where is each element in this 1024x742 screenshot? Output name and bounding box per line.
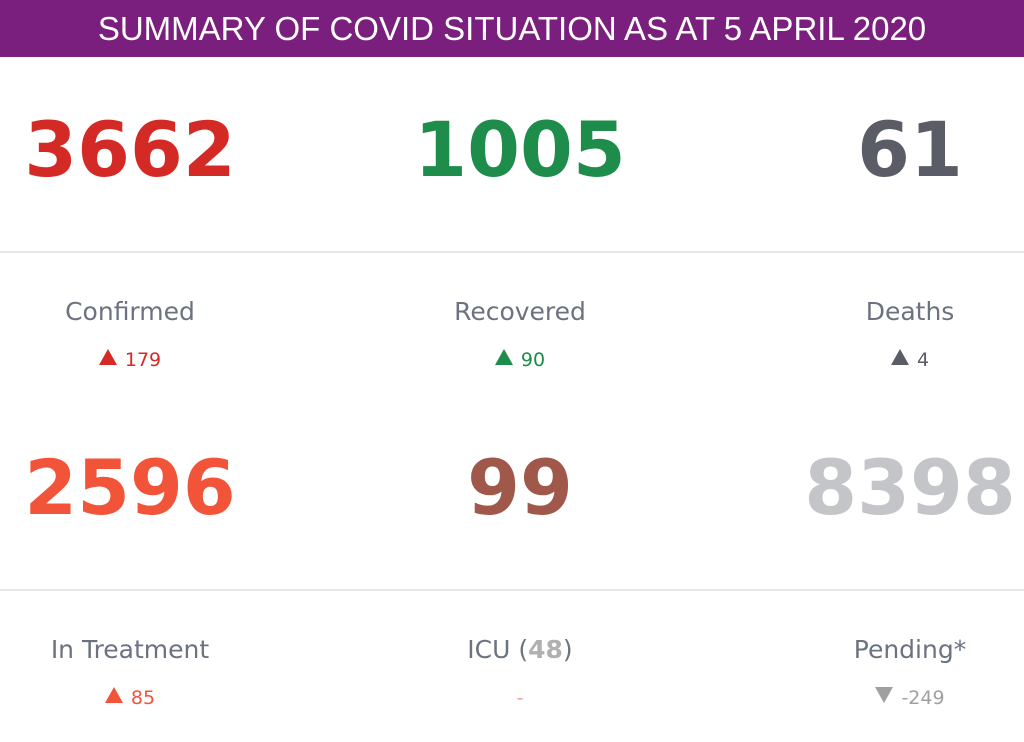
stat-label-end: ) [562,635,573,664]
stat-label-text: Pending* [853,635,967,664]
stat-value: 99 [467,443,573,532]
stat-label: Pending* [740,635,1024,665]
change-arrow [494,349,513,365]
change-arrow [890,349,909,365]
stat-label-text: Recovered [454,297,586,326]
change-arrow [875,687,894,703]
stat-change: 85 [0,686,300,710]
stat-value: 8398 [804,443,1016,532]
divider [0,251,1024,253]
stat-label-text: Confirmed [65,297,195,326]
change-value: - [516,687,524,709]
stat-label: In Treatment [0,635,300,665]
stat-label: Recovered [350,297,690,327]
change-value: 4 [916,349,930,371]
divider [0,589,1024,591]
change-arrow [98,349,117,365]
stat-label-text: ICU ( [467,635,529,664]
stat-label: Deaths [740,297,1024,327]
stat-change: 90 [350,348,690,372]
change-value: -249 [901,687,945,709]
stat-change: - [350,686,690,710]
stat-value: 2596 [24,443,236,532]
stat-change: -249 [740,686,1024,710]
stat-value: 3662 [24,105,236,194]
stat-label-text: In Treatment [50,635,210,664]
stat-change: 4 [740,348,1024,372]
change-value: 90 [520,349,546,371]
change-arrow [104,687,123,703]
stat-label: ICU (48) [350,635,690,665]
stat-label-count: 48 [528,635,563,664]
change-value: 179 [124,349,162,371]
stat-value: 61 [857,105,963,194]
stat-label-text: Deaths [865,297,955,326]
header-title: SUMMARY OF COVID SITUATION AS AT 5 APRIL… [0,0,1024,57]
stat-value: 1005 [414,105,626,194]
change-value: 85 [130,687,156,709]
stat-label: Confirmed [0,297,300,327]
stat-change: 179 [0,348,300,372]
